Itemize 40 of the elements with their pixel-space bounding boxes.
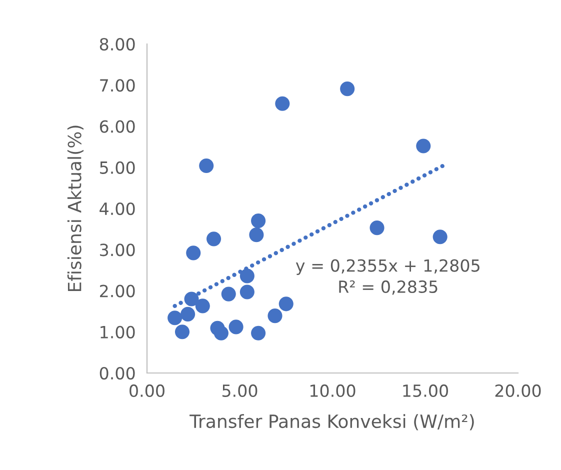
y-tick-label: 2.00 (100, 284, 135, 298)
point (251, 214, 266, 228)
y-tick-label: 0.00 (100, 366, 135, 380)
point (370, 220, 384, 236)
y-tick-label: 3.00 (100, 244, 135, 256)
x-tick-label: 15.00 (403, 384, 448, 398)
x-axis-title: Transfer Panas Konveksi (W/m²) (190, 414, 474, 430)
point (268, 308, 282, 324)
point (228, 320, 244, 334)
point (174, 324, 190, 340)
point (168, 310, 182, 326)
point (195, 298, 210, 314)
point (206, 232, 222, 246)
point (214, 326, 228, 340)
point (275, 96, 290, 111)
x-tick-label: 0.00 (130, 384, 164, 398)
point (240, 268, 254, 284)
point (249, 228, 264, 242)
point (240, 284, 254, 300)
y-tick-label: 7.00 (100, 79, 135, 92)
point (416, 138, 431, 154)
point (278, 296, 294, 312)
y-tick-label: 6.00 (100, 120, 135, 133)
point (340, 82, 355, 96)
point (432, 230, 448, 244)
x-tick-label: 5.00 (222, 384, 258, 398)
annotation: y = 0,2355x + 1,2805 R² = 0,2835 (296, 259, 480, 295)
point (221, 286, 236, 302)
y-tick-label: 4.00 (100, 202, 135, 216)
point (186, 246, 201, 260)
x-tick-label: 20.00 (495, 384, 541, 398)
y-tick-label: 5.00 (100, 161, 135, 174)
x-tick-label: 10.00 (310, 384, 356, 398)
y-tick-label: 1.00 (100, 326, 135, 338)
point (251, 326, 266, 340)
y-tick-label: 8.00 (100, 38, 135, 51)
point (184, 292, 199, 306)
point (199, 158, 214, 174)
y-axis-title: Efisiensi Aktual(%) (67, 126, 84, 292)
point (180, 306, 196, 322)
